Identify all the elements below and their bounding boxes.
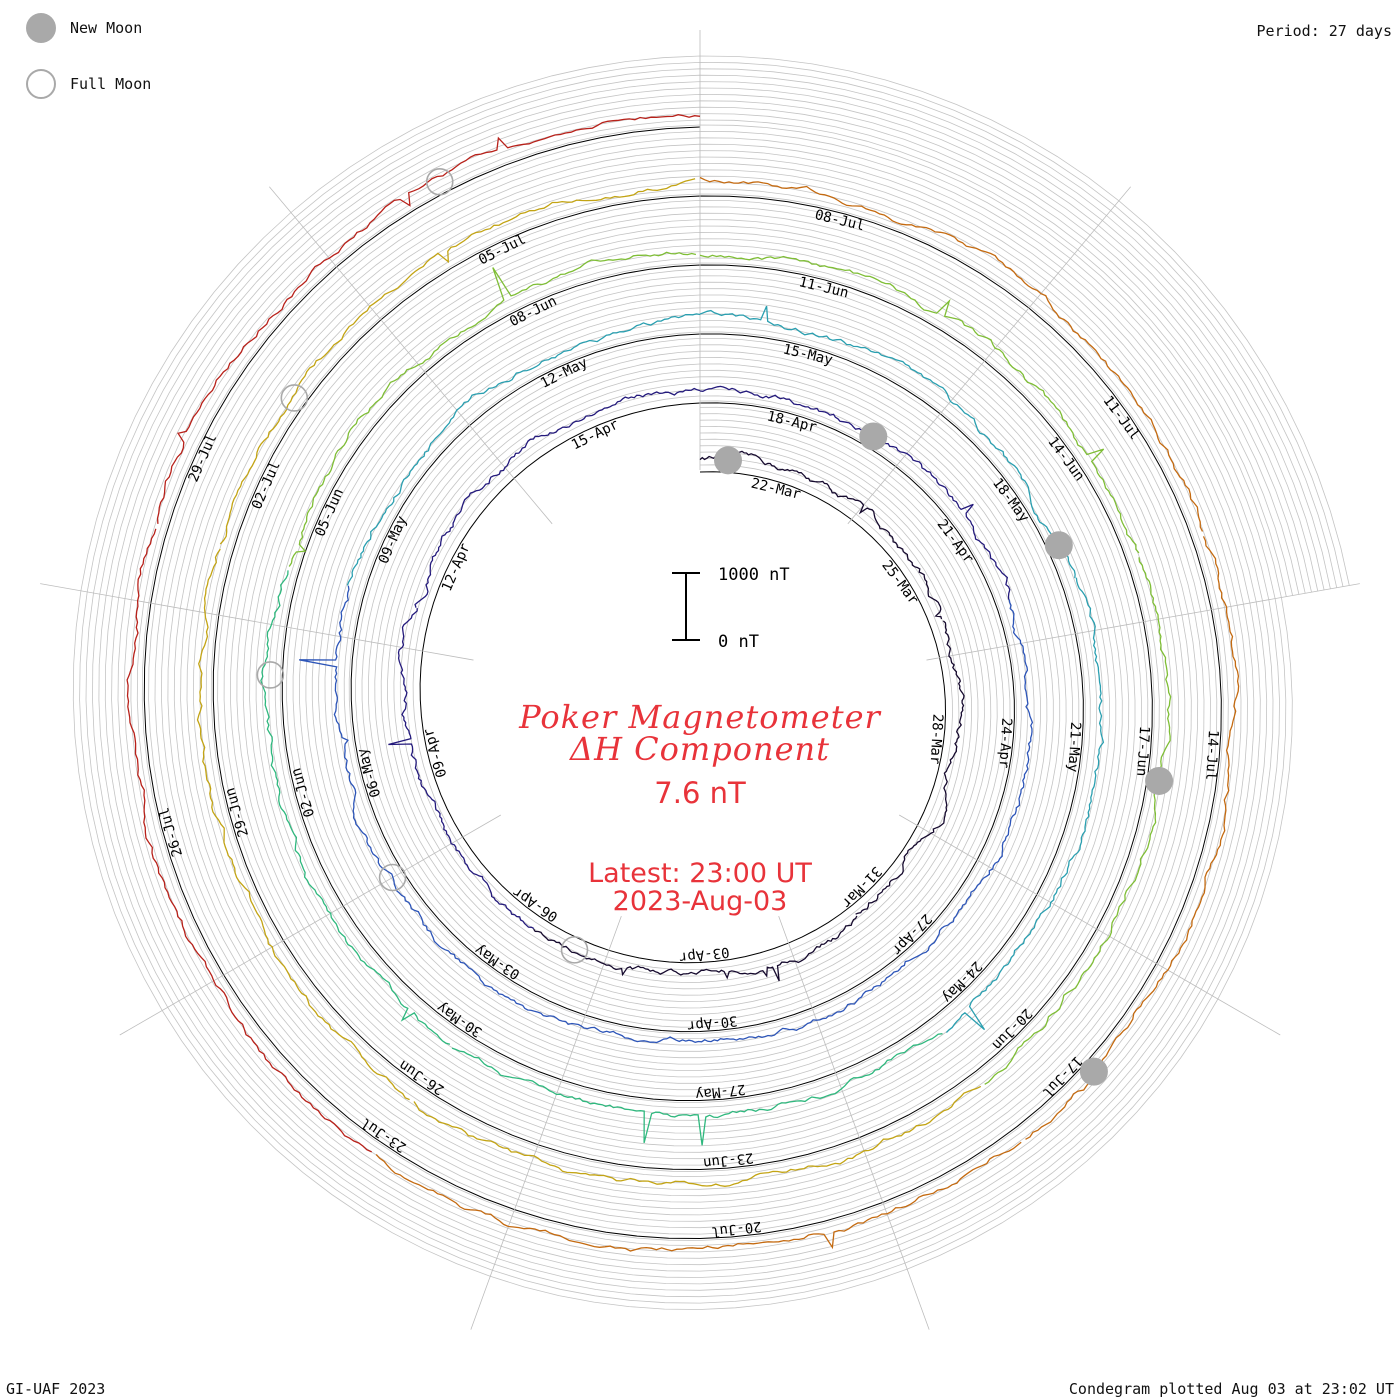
day-spoke (778, 915, 930, 1330)
legend-new-moon: New Moon (26, 13, 142, 43)
trace-segment (219, 178, 696, 545)
trace-segment (490, 970, 898, 1044)
trace-segment (699, 254, 1140, 554)
grid-spiral (124, 106, 1300, 1259)
date-label: 05-Jun (312, 486, 347, 539)
full-moon-marker (560, 936, 589, 964)
magnetometer-trace (126, 114, 1240, 1252)
latest-date: 2023-Aug-03 (612, 886, 788, 917)
trace-segment (699, 176, 1204, 532)
day-spoke (898, 814, 1281, 1036)
date-label: 08-Jun (507, 293, 559, 330)
grid-spiral (136, 119, 1287, 1246)
date-label: 27-May (694, 1081, 746, 1103)
full-moon-label: Full Moon (70, 75, 152, 93)
trace-segment (414, 387, 701, 608)
trace-segment (855, 620, 965, 915)
full-moon-marker (425, 167, 454, 196)
trace-segment (299, 585, 492, 988)
grid-spiral (72, 55, 1350, 1310)
trace-segment (346, 313, 701, 586)
trace-segment (156, 114, 701, 524)
credit-label: GI-UAF 2023 (6, 1380, 106, 1398)
latest-time: Latest: 23:00 UT (588, 858, 812, 889)
trace-segment (126, 528, 372, 1153)
grid-spiral (79, 61, 1344, 1304)
date-label: 03-Apr (678, 944, 730, 966)
day-spoke (847, 186, 1131, 525)
day-spoke (926, 583, 1360, 661)
date-label: 30-Apr (686, 1012, 738, 1034)
moon-markers (256, 167, 1174, 1086)
period-label: Period: 27 days (1256, 22, 1392, 40)
trace-segment (196, 548, 410, 1101)
grid-spiral (92, 74, 1331, 1291)
date-label: 24-Apr (995, 717, 1014, 768)
grid-spiral (104, 87, 1319, 1278)
new-moon-icon (26, 13, 56, 43)
trace-segment (896, 599, 1034, 973)
date-label: 12-Apr (439, 541, 474, 594)
trace-segment (699, 385, 1011, 600)
full-moon-marker (256, 661, 285, 689)
new-moon-marker (714, 446, 743, 475)
grid-spiral (130, 113, 1293, 1253)
date-label: 20-Jun (989, 1005, 1035, 1053)
new-moon-marker (859, 422, 888, 451)
trace-segment (413, 1085, 982, 1187)
full-moon-marker (378, 863, 407, 892)
scale-bar: 1000 nT 0 nT (672, 565, 790, 652)
grid-spiral (98, 81, 1325, 1285)
chart-subtitle: ΔH Component (569, 730, 831, 768)
trace-segment (699, 450, 943, 620)
date-label: 29-Jul (186, 432, 221, 485)
new-moon-marker (1079, 1057, 1108, 1086)
plotted-label: Condegram plotted Aug 03 at 23:02 UT (1068, 1380, 1394, 1398)
new-moon-marker (1044, 531, 1073, 560)
date-label: 14-Jul (1202, 729, 1221, 780)
spiral-grid (72, 55, 1350, 1310)
date-label: 25-Mar (878, 558, 921, 608)
date-label: 28-Mar (927, 713, 946, 764)
grid-spiral (111, 93, 1312, 1272)
date-label: 20-Jul (710, 1218, 762, 1240)
trace-segment (451, 1033, 943, 1146)
trace-segment (260, 570, 451, 1045)
trace-segment (375, 1141, 1022, 1252)
baseline-spiral (143, 126, 1222, 1240)
day-spokes (40, 30, 1360, 1330)
trace-segment (288, 251, 697, 567)
grid-spiral (117, 100, 1306, 1266)
date-label: 17-Jun (1133, 725, 1152, 776)
date-label: 23-Jun (702, 1149, 754, 1171)
scale-bottom-label: 0 nT (718, 632, 759, 652)
day-spoke (119, 814, 502, 1036)
chart-title: Poker Magnetometer (519, 698, 881, 736)
current-value: 7.6 nT (654, 776, 746, 810)
date-label: 02-Jul (249, 459, 284, 512)
scale-top-label: 1000 nT (718, 565, 790, 585)
date-label: 21-May (1064, 721, 1083, 772)
full-moon-icon (26, 69, 56, 99)
trace-segment (984, 557, 1172, 1085)
grid-spiral (85, 68, 1338, 1298)
new-moon-label: New Moon (70, 19, 143, 37)
new-moon-marker (1145, 766, 1174, 795)
date-label: 24-May (939, 958, 985, 1006)
date-label: 17-Jul (1039, 1052, 1085, 1100)
trace-segment (699, 305, 1076, 579)
trace-segment (945, 577, 1105, 1034)
day-spoke (470, 915, 622, 1330)
full-moon-marker (280, 384, 309, 412)
date-label: 09-May (376, 514, 411, 567)
trace-segment (388, 608, 535, 930)
date-label: 05-Jul (476, 231, 528, 268)
date-label: 15-Apr (569, 416, 621, 453)
legend-full-moon: Full Moon (26, 69, 151, 99)
trace-segment (1025, 536, 1240, 1140)
